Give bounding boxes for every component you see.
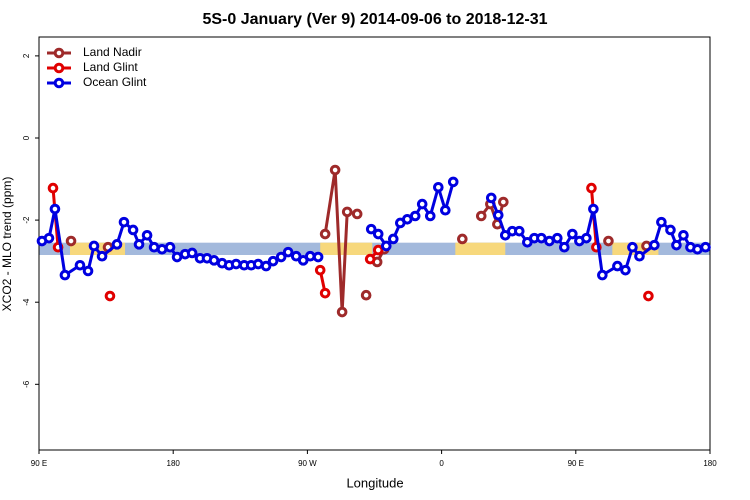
- x-axis-label: Longitude: [346, 475, 403, 490]
- data-point: [433, 181, 444, 193]
- data-point: [59, 269, 71, 281]
- data-point: [678, 229, 689, 241]
- data-point: [104, 290, 116, 302]
- data-point: [127, 224, 139, 236]
- data-point: [314, 264, 326, 276]
- series-line: [489, 197, 706, 277]
- data-point: [49, 203, 61, 215]
- y-tick-label: -2: [22, 216, 31, 224]
- x-tick-label: 90 W: [298, 459, 317, 468]
- data-point: [559, 241, 570, 253]
- data-point: [304, 250, 316, 262]
- data-point: [634, 250, 645, 262]
- data-point: [74, 259, 86, 271]
- data-point: [567, 228, 578, 240]
- data-point: [111, 239, 123, 250]
- data-point: [82, 265, 94, 277]
- legend-marker: [53, 62, 65, 74]
- data-point: [588, 203, 599, 215]
- data-point: [96, 250, 108, 262]
- data-point: [319, 287, 331, 299]
- data-point: [643, 290, 654, 302]
- data-point: [43, 232, 55, 244]
- data-point: [692, 243, 703, 255]
- series-line: [323, 168, 358, 314]
- data-point: [372, 244, 384, 256]
- data-point: [603, 235, 614, 247]
- data-point: [164, 241, 176, 253]
- data-point: [627, 241, 638, 253]
- data-point: [282, 246, 294, 258]
- data-point: [319, 228, 331, 240]
- data-point: [447, 176, 459, 188]
- data-point: [275, 251, 287, 263]
- data-point: [416, 198, 428, 210]
- data-point: [133, 239, 145, 250]
- data-point: [88, 240, 100, 252]
- data-point: [513, 225, 525, 237]
- data-point: [485, 192, 497, 204]
- data-point: [492, 209, 504, 221]
- x-tick-label: 180: [167, 459, 181, 468]
- data-point: [424, 210, 436, 222]
- data-point: [440, 204, 451, 216]
- data-point: [475, 210, 487, 222]
- data-point: [372, 228, 384, 240]
- y-tick-label: -4: [22, 298, 31, 306]
- y-tick-label: 2: [22, 53, 31, 58]
- data-point: [141, 229, 153, 241]
- data-point: [620, 264, 631, 276]
- data-point: [156, 243, 168, 255]
- data-point: [656, 216, 667, 228]
- data-point: [649, 239, 660, 251]
- x-tick-label: 90 E: [31, 459, 47, 468]
- data-point: [700, 241, 711, 253]
- y-tick-label: 0: [22, 135, 31, 140]
- data-point: [171, 251, 183, 263]
- legend-marker: [53, 77, 65, 89]
- legend-label: Ocean Glint: [83, 75, 147, 89]
- data-point: [47, 182, 59, 194]
- data-point: [118, 216, 130, 228]
- data-point: [457, 233, 468, 245]
- data-point: [409, 210, 421, 222]
- data-point: [665, 224, 676, 236]
- x-tick-label: 0: [439, 459, 444, 468]
- legend-label: Land Glint: [83, 60, 138, 74]
- data-point: [536, 232, 547, 244]
- data-point: [612, 260, 623, 272]
- y-axis-label: XCO2 - MLO trend (ppm): [0, 177, 14, 312]
- data-point: [387, 233, 399, 245]
- x-tick-label: 180: [703, 459, 717, 468]
- highlight-range: [455, 242, 506, 255]
- data-point: [597, 269, 608, 281]
- data-point: [360, 289, 372, 301]
- data-point: [365, 223, 377, 235]
- data-point: [329, 164, 341, 176]
- data-point: [208, 255, 220, 266]
- data-point: [267, 255, 279, 267]
- data-point: [364, 253, 376, 265]
- data-point: [312, 251, 324, 263]
- data-point: [671, 239, 682, 251]
- data-point: [586, 182, 597, 194]
- data-point: [351, 208, 363, 220]
- data-point: [380, 240, 392, 252]
- chart-title: 5S-0 January (Ver 9) 2014-09-06 to 2018-…: [202, 11, 547, 28]
- legend-marker: [53, 47, 65, 59]
- data-point: [552, 232, 563, 244]
- data-point: [336, 306, 348, 318]
- data-point: [498, 196, 509, 208]
- legend-label: Land Nadir: [83, 45, 142, 59]
- y-tick-label: -6: [22, 380, 31, 388]
- data-point: [186, 247, 198, 259]
- data-point: [260, 260, 272, 272]
- data-point: [581, 232, 592, 244]
- x-tick-label: 90 E: [568, 459, 584, 468]
- data-point: [65, 235, 77, 247]
- data-point: [341, 206, 353, 218]
- data-point: [230, 258, 242, 270]
